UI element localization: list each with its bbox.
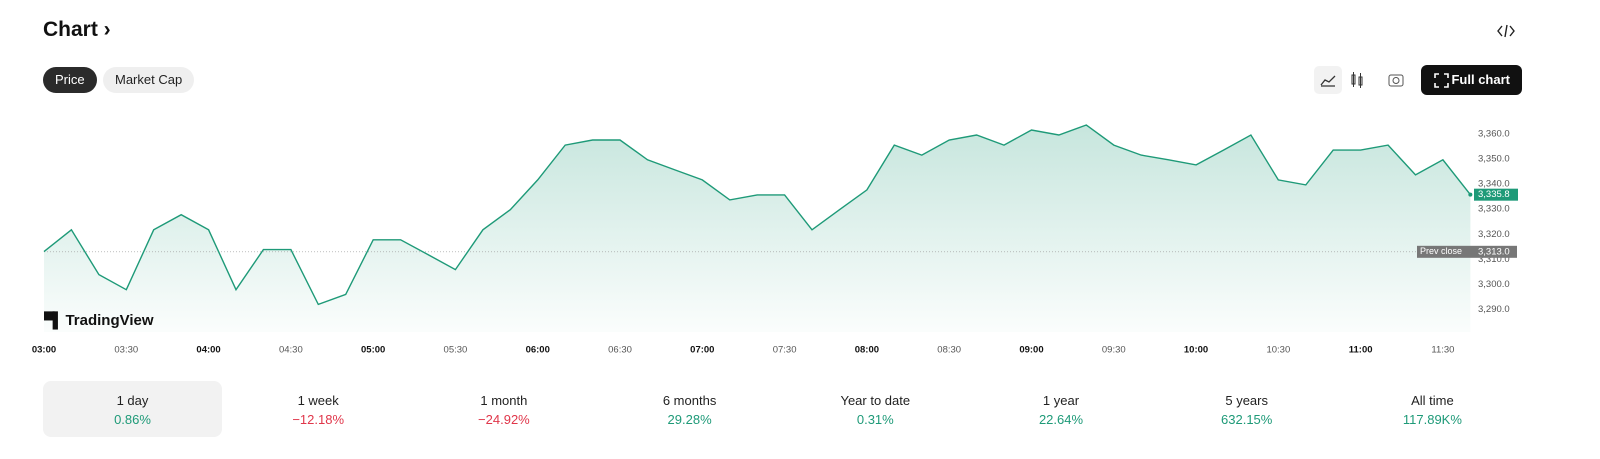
period-option[interactable]: 1 year 22.64% [972,381,1151,437]
x-tick-label: 04:00 [196,345,220,356]
period-change: 117.89K% [1402,412,1462,427]
x-tick-label: 05:00 [361,345,385,356]
x-tick-label: 08:00 [855,345,879,356]
x-tick-label: 04:30 [279,345,303,356]
period-change: 22.64% [1038,412,1084,427]
title-text: Chart [43,18,98,41]
period-option[interactable]: 5 years 632.15% [1157,381,1336,437]
line-chart-toggle[interactable] [1314,66,1342,94]
last-point [1468,192,1473,197]
y-tick-label: 3,350.0 [1478,154,1510,165]
y-tick-label: 3,310.0 [1478,254,1510,265]
period-change: 0.31% [856,412,894,427]
x-tick-label: 10:30 [1266,345,1290,356]
x-tick-label: 08:30 [937,345,961,356]
y-tick-label: 3,340.0 [1478,179,1510,190]
candle-chart-toggle[interactable] [1343,66,1371,94]
period-option[interactable]: All time 117.89K% [1343,381,1522,437]
button-label: Full chart [1451,72,1510,87]
period-name: 6 months [662,393,717,408]
period-name: Year to date [840,393,911,408]
period-option[interactable]: 1 month −24.92% [414,381,593,437]
x-tick-label: 11:00 [1349,345,1373,356]
y-tick-label: 3,360.0 [1478,129,1510,140]
y-tick-label: 3,330.0 [1478,204,1510,215]
period-option[interactable]: 1 day 0.86% [43,381,222,437]
period-option[interactable]: 1 week −12.18% [229,381,408,437]
chart: 3,290.0 3,300.0 3,310.0 3,320.0 3,330.0 3,340… [32,124,1518,356]
y-tick-label: 3,300.0 [1478,279,1510,290]
y-tick-label: 3,320.0 [1478,229,1510,240]
y-tick-label: 3,290.0 [1478,304,1510,315]
period-option[interactable]: Year to date 0.31% [786,381,965,437]
period-change: −24.92% [478,412,530,427]
price-line [43,124,1471,306]
tab[interactable]: Market Cap [103,67,195,93]
x-tick-label: 06:30 [608,345,632,356]
x-tick-label: 09:30 [1102,345,1126,356]
x-tick-label: 03:30 [114,345,138,356]
last-price-badge [1474,188,1518,201]
tab[interactable]: Price [43,67,97,93]
period-change: 0.86% [114,412,151,427]
section-title[interactable]: Chart › [43,18,111,41]
x-tick-label: 10:00 [1184,345,1208,356]
period-change: −12.18% [292,412,345,427]
x-tick-label: 05:30 [444,345,468,356]
x-tick-label: 07:30 [773,345,797,356]
x-tick-label: 11:30 [1431,345,1454,356]
last-price-label: 3,335.8 [1478,189,1510,200]
x-tick-label: 09:00 [1019,345,1043,356]
period-change: 29.28% [667,412,712,427]
embed-icon[interactable] [1497,23,1515,39]
watermark-text: TradingView [65,312,154,329]
prev-close-title: Prev close [1420,246,1462,256]
period-change: 632.15% [1221,412,1273,427]
period-name: All time [1411,393,1454,408]
prev-close-value: 3,313.0 [1478,246,1510,257]
x-tick-label: 03:00 [32,345,56,356]
watermark: ▀▌ TradingView [44,312,154,329]
period-name: 1 day [116,393,149,408]
period-option[interactable]: 6 months 29.28% [600,381,779,437]
period-name: 1 week [297,393,339,408]
screenshot-button[interactable] [1382,66,1410,94]
period-name: 5 years [1225,393,1268,408]
period-name: 1 month [480,393,528,408]
full-chart-button[interactable]: Full chart [1421,65,1522,95]
period-name: 1 year [1042,393,1080,408]
x-tick-label: 06:00 [526,345,550,356]
x-tick-label: 07:00 [690,345,714,356]
prev-close-badge [1417,245,1517,258]
area [44,125,1471,332]
